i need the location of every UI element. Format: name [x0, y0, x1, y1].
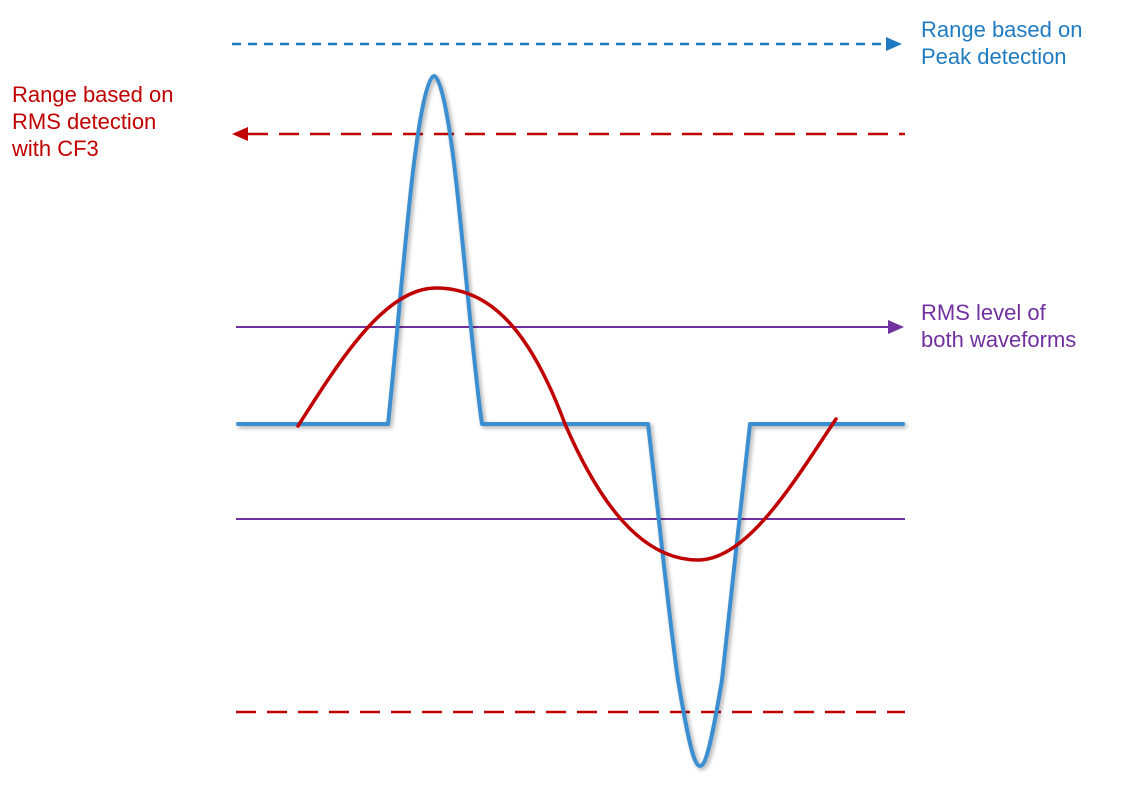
peak-range-label-line2: Peak detection	[921, 44, 1067, 69]
rms-cf3-label-line2: RMS detection	[12, 109, 157, 134]
rms-cf3-label-line1: Range based on	[12, 82, 174, 107]
rms-cf3-arrow-icon	[232, 127, 248, 141]
peak-range-label-line1: Range based on	[921, 17, 1083, 42]
pulse-waveform	[236, 74, 905, 768]
peak-range-label: Range based on Peak detection	[921, 16, 1082, 70]
rms-level-label-line2: both waveforms	[921, 327, 1077, 352]
rms-cf3-range-label: Range based on RMS detection with CF3	[12, 81, 173, 162]
rms-level-arrow-icon	[888, 320, 904, 334]
rms-cf3-label-line3: with CF3	[12, 136, 99, 161]
peak-range-arrow-icon	[886, 37, 902, 51]
rms-level-label: RMS level of both waveforms	[921, 299, 1076, 353]
rms-level-label-line1: RMS level of	[921, 300, 1046, 325]
sine-waveform	[296, 286, 838, 562]
